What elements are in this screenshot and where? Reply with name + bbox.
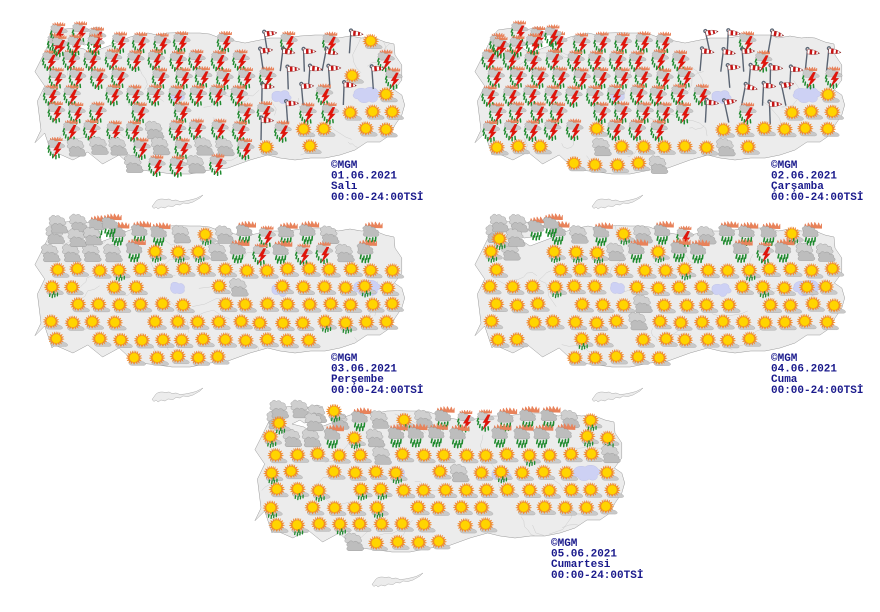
svg-text:00:00-24:00TSİ: 00:00-24:00TSİ bbox=[551, 569, 643, 582]
svg-text:00:00-24:00TSİ: 00:00-24:00TSİ bbox=[771, 384, 863, 397]
svg-text:00:00-24:00TSİ: 00:00-24:00TSİ bbox=[331, 191, 423, 204]
svg-text:00:00-24:00TSİ: 00:00-24:00TSİ bbox=[771, 191, 863, 204]
svg-text:00:00-24:00TSİ: 00:00-24:00TSİ bbox=[331, 384, 423, 397]
